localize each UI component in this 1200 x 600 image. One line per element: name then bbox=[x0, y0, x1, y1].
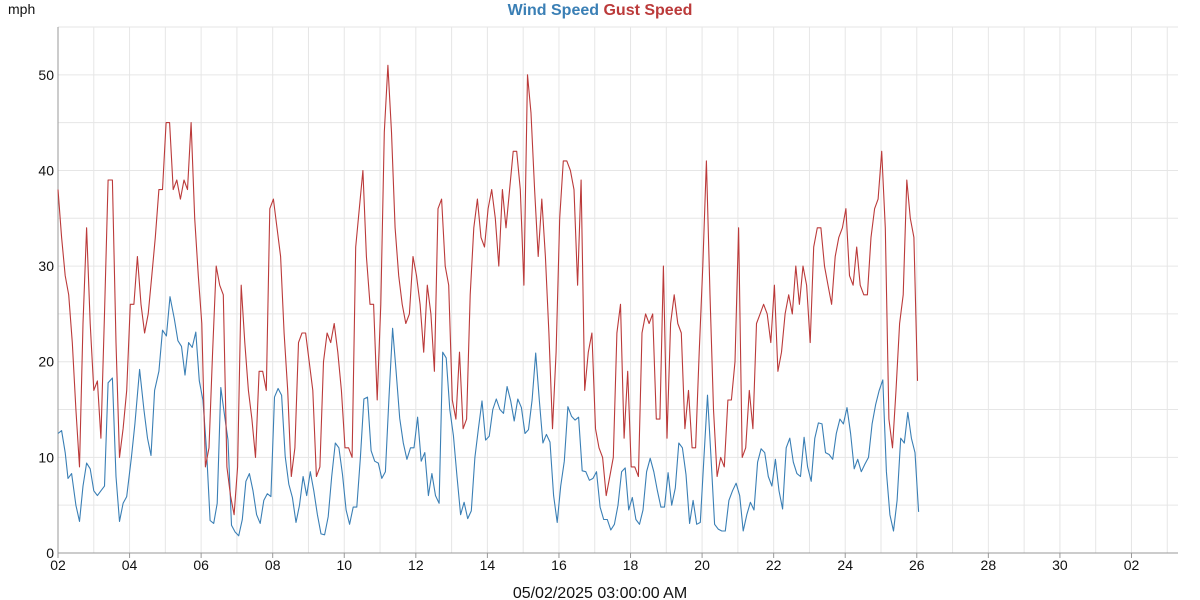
series-line-gust-speed bbox=[57, 64, 919, 516]
series-layer bbox=[57, 64, 920, 537]
timestamp-label: 05/02/2025 03:00:00 AM bbox=[513, 585, 687, 600]
x-tick-label: 08 bbox=[265, 557, 281, 573]
legend-gust-speed: Gust Speed bbox=[603, 2, 692, 19]
x-tick-label: 14 bbox=[480, 557, 496, 573]
legend-wind-speed: Wind Speed bbox=[508, 2, 604, 19]
y-tick-label: 30 bbox=[38, 258, 54, 274]
x-tick-label: 28 bbox=[981, 557, 997, 573]
axes bbox=[57, 27, 1178, 554]
x-tick-label: 02 bbox=[1124, 557, 1140, 573]
x-tick-label: 22 bbox=[766, 557, 782, 573]
y-tick-labels: 0 10 20 30 40 50 bbox=[38, 67, 54, 561]
y-tick-label: 10 bbox=[38, 449, 54, 465]
x-tick-labels: 02 04 06 08 10 12 14 16 18 20 22 24 26 28 30 02 bbox=[50, 553, 1139, 573]
x-tick-label: 06 bbox=[193, 557, 209, 573]
y-tick-label: 50 bbox=[38, 67, 54, 83]
y-tick-label: 40 bbox=[38, 162, 54, 178]
x-tick-label: 12 bbox=[408, 557, 424, 573]
x-tick-label: 24 bbox=[837, 557, 853, 573]
x-tick-label: 10 bbox=[336, 557, 352, 573]
x-tick-label: 26 bbox=[909, 557, 925, 573]
x-tick-label: 30 bbox=[1052, 557, 1068, 573]
x-tick-label: 02 bbox=[50, 557, 66, 573]
x-tick-label: 18 bbox=[623, 557, 639, 573]
y-tick-label: 0 bbox=[46, 545, 54, 561]
x-tick-label: 04 bbox=[122, 557, 138, 573]
x-tick-label: 16 bbox=[551, 557, 567, 573]
y-unit-label: mph bbox=[8, 1, 35, 17]
series-line-wind-speed bbox=[57, 296, 920, 537]
x-tick-label: 20 bbox=[694, 557, 710, 573]
legend: Wind Speed Gust Speed bbox=[508, 2, 693, 19]
grid-lines bbox=[57, 26, 1178, 554]
y-tick-label: 20 bbox=[38, 354, 54, 370]
